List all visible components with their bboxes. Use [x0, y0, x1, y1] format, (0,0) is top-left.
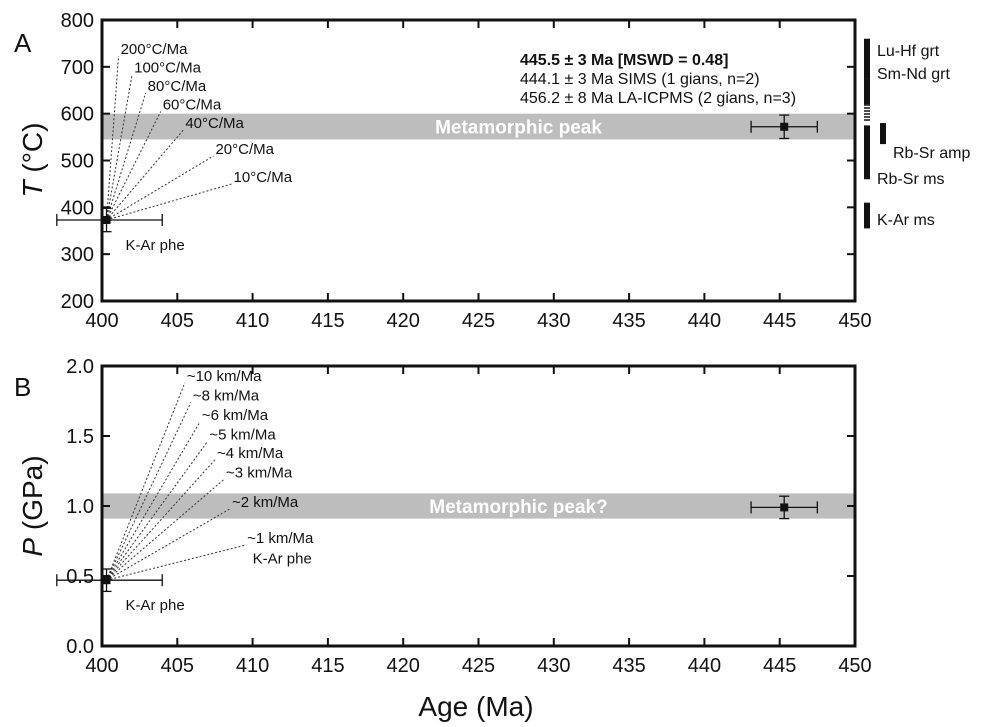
data-point	[780, 503, 789, 512]
y-axis-unit: (GPa)	[17, 455, 48, 537]
side-bar-label: K-Ar ms	[877, 212, 935, 229]
rate-line-label: ~4 km/Ma	[217, 445, 284, 462]
data-point	[102, 576, 111, 585]
panel-letter: B	[14, 372, 31, 402]
rate-line	[106, 441, 208, 581]
rate-line-label: ~1 km/Ma	[247, 530, 314, 547]
x-tick-label: 450	[838, 310, 871, 332]
rate-line-label: ~3 km/Ma	[226, 464, 293, 481]
y-tick-label: 700	[61, 57, 94, 79]
side-bar-label: Sm-Nd grt	[877, 66, 950, 83]
y-tick-label: 800	[61, 10, 94, 32]
data-point-label: K-Ar phe	[126, 597, 185, 614]
age-result-text: 444.1 ± 3 Ma SIMS (1 gians, n=2)	[520, 71, 760, 88]
x-tick-label: 405	[161, 655, 194, 677]
x-tick-label: 430	[537, 655, 570, 677]
x-tick-label: 405	[161, 310, 194, 332]
data-point-label: K-Ar phe	[126, 237, 185, 254]
y-axis-variable: T	[17, 178, 48, 197]
x-tick-label: 410	[236, 310, 269, 332]
rate-line-label: ~8 km/Ma	[193, 387, 260, 404]
x-tick-label: 435	[612, 655, 645, 677]
y-tick-label: 300	[61, 244, 94, 266]
x-tick-label: 420	[387, 655, 420, 677]
side-bar-label: Rb-Sr amp	[893, 145, 970, 162]
rate-line	[106, 55, 120, 221]
panel-letter: A	[14, 28, 32, 58]
rate-line	[106, 111, 162, 221]
y-tick-label: 500	[61, 151, 94, 173]
y-tick-label: 0.5	[66, 566, 94, 588]
age-result-text: 445.5 ± 3 Ma [MSWD = 0.48]	[520, 52, 728, 69]
y-tick-label: 200	[61, 291, 94, 313]
x-tick-label: 400	[85, 310, 118, 332]
plot-frame	[100, 18, 857, 303]
x-tick-label: 440	[688, 655, 721, 677]
y-tick-label: 400	[61, 197, 94, 219]
side-bar-label: Lu-Hf grt	[877, 43, 940, 60]
rate-line-label: ~2 km/Ma	[232, 494, 299, 511]
metamorphic-peak-label: Metamorphic peak?	[429, 497, 607, 518]
y-axis-title: P (GPa)	[17, 455, 48, 556]
metamorphic-peak-band	[103, 493, 854, 519]
x-tick-label: 440	[688, 310, 721, 332]
rate-line-label: 80°C/Ma	[148, 78, 207, 95]
rate-line	[106, 402, 192, 581]
y-axis-title: T (°C)	[17, 123, 48, 198]
rate-line	[106, 421, 201, 581]
rate-line	[106, 479, 225, 581]
rate-line	[106, 92, 147, 221]
metamorphic-peak-band	[103, 113, 854, 140]
rate-line	[106, 382, 186, 581]
age-result-text: 456.2 ± 8 Ma LA-ICPMS (2 gians, n=3)	[520, 90, 796, 107]
y-tick-label: 2.0	[66, 356, 94, 378]
rate-line-label: 200°C/Ma	[121, 41, 189, 58]
x-tick-label: 435	[612, 310, 645, 332]
y-tick-label: 600	[61, 104, 94, 126]
data-point	[780, 122, 789, 131]
metamorphic-peak-label: Metamorphic peak	[435, 118, 602, 139]
rate-line	[106, 155, 214, 221]
x-tick-label: 425	[462, 655, 495, 677]
x-tick-label: 420	[387, 310, 420, 332]
rate-line-label: 60°C/Ma	[163, 97, 222, 114]
x-tick-label: 415	[311, 310, 344, 332]
panel-b: B P (GPa) Metamorphic peak? ~10 km/Ma ~8 km/…	[14, 356, 872, 677]
rate-line	[106, 544, 246, 581]
rate-line-label: ~5 km/Ma	[209, 427, 276, 444]
y-tick-label: 0.0	[66, 636, 94, 658]
x-tick-label: 445	[763, 655, 796, 677]
y-tick-label: 1.0	[66, 496, 94, 518]
x-tick-label: 450	[838, 655, 871, 677]
rate-line-label: 10°C/Ma	[234, 169, 293, 186]
side-bar-label: Rb-Sr ms	[877, 171, 945, 188]
rate-line-label: 100°C/Ma	[134, 60, 202, 77]
data-point	[102, 215, 111, 224]
x-tick-label: 410	[236, 655, 269, 677]
rate-line	[106, 74, 133, 221]
x-tick-label: 425	[462, 310, 495, 332]
x-axis-title: Age (Ma)	[418, 691, 533, 722]
y-axis-variable: P	[17, 538, 48, 557]
rate-line	[106, 508, 231, 581]
rate-line-label: 20°C/Ma	[215, 141, 274, 158]
rate-line-label: ~10 km/Ma	[187, 368, 262, 385]
x-tick-label: 430	[537, 310, 570, 332]
y-axis-unit: (°C)	[17, 123, 48, 181]
x-tick-label: 415	[311, 655, 344, 677]
annotation-label: K-Ar phe	[253, 550, 312, 567]
rate-line-label: ~6 km/Ma	[202, 407, 269, 424]
x-tick-label: 445	[763, 310, 796, 332]
y-tick-label: 1.5	[66, 426, 94, 448]
x-tick-label: 400	[85, 655, 118, 677]
rate-line	[106, 183, 232, 221]
panel-a: AT (°C) Metamorphic peak200°C/Ma100°C/Ma8…	[14, 10, 970, 332]
rate-line	[106, 459, 216, 581]
rate-line-label: 40°C/Ma	[185, 115, 244, 132]
